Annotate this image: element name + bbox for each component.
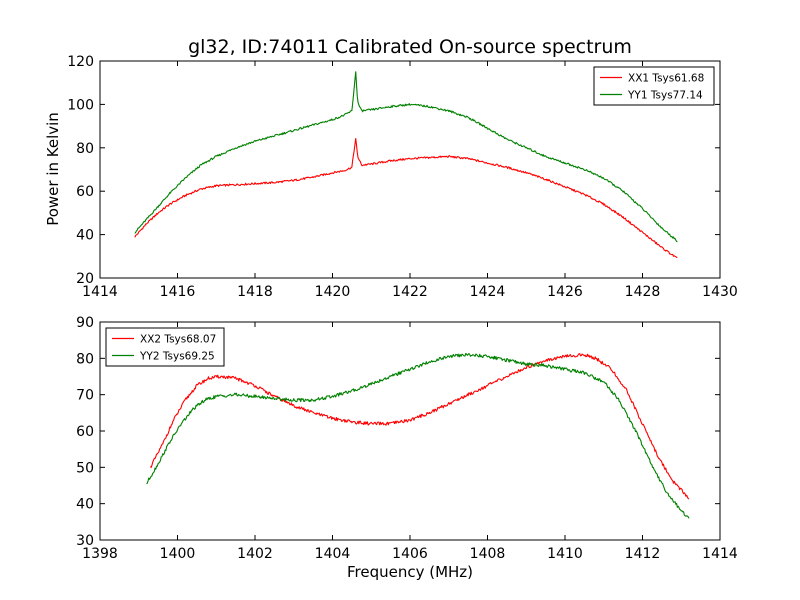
x-tick-label-1-3: 1404	[315, 546, 351, 562]
y-tick-label-0-4: 100	[67, 97, 94, 113]
series-line-0-1	[134, 71, 678, 243]
x-tick-label-0-7: 1428	[625, 284, 661, 300]
y-tick-label-1-0: 30	[76, 533, 94, 549]
legend-1: XX2 Tsys68.07 YY2 Tsys69.25	[105, 327, 225, 367]
x-tick-label-0-3: 1420	[315, 284, 351, 300]
y-tick-label-0-0: 20	[76, 271, 94, 287]
y-tick-label-0-3: 80	[76, 141, 94, 157]
legend-0: XX1 Tsys61.68 YY1 Tsys77.14	[593, 66, 715, 106]
y-tick-label-1-2: 50	[76, 460, 94, 476]
x-tick-label-0-1: 1416	[160, 284, 196, 300]
y-tick-label-0-2: 60	[76, 184, 94, 200]
y-tick-label-0-5: 120	[67, 54, 94, 70]
x-tick-label-1-7: 1412	[625, 546, 661, 562]
y-tick-label-1-5: 80	[76, 351, 94, 367]
bottom-spectrum-panel: 1398 1400 1402 1404 1406 1408 1410 1412 1414 30 40…	[76, 315, 738, 562]
y-tick-label-1-3: 60	[76, 424, 94, 440]
x-tick-label-0-0: 1414	[82, 284, 118, 300]
x-tick-label-1-6: 1410	[547, 546, 583, 562]
x-tick-label-0-8: 1430	[702, 284, 738, 300]
x-tick-label-0-5: 1424	[470, 284, 506, 300]
x-tick-label-1-4: 1406	[392, 546, 428, 562]
y-tick-label-1-6: 90	[76, 315, 94, 331]
legend-label-0-0: XX1 Tsys61.68	[628, 73, 704, 85]
series-line-0-0	[134, 137, 678, 259]
x-tick-label-0-2: 1418	[237, 284, 273, 300]
legend-label-0-1: YY1 Tsys77.14	[627, 90, 703, 102]
x-tick-label-0-6: 1426	[547, 284, 583, 300]
chart-title: gl32, ID:74011 Calibrated On-source spec…	[188, 36, 632, 58]
legend-box-1	[105, 327, 225, 367]
y-tick-label-1-1: 40	[76, 497, 94, 513]
legend-label-1-0: XX2 Tsys68.07	[140, 334, 216, 346]
top-spectrum-panel: 1414 1416 1418 1420 1422 1424 1426 1428 1430 20 40…	[67, 54, 738, 300]
y-axis-label: Power in Kelvin	[44, 112, 62, 226]
y-tick-label-1-4: 70	[76, 388, 94, 404]
series-line-1-1	[146, 352, 690, 519]
x-tick-label-1-8: 1414	[702, 546, 738, 562]
x-tick-label-1-0: 1398	[82, 546, 118, 562]
legend-box-0	[593, 66, 715, 106]
series-line-1-0	[149, 353, 690, 500]
x-tick-label-1-1: 1400	[160, 546, 196, 562]
x-tick-label-1-2: 1402	[237, 546, 273, 562]
x-axis-label: Frequency (MHz)	[347, 563, 473, 581]
y-tick-label-0-1: 40	[76, 228, 94, 244]
x-tick-label-1-5: 1408	[470, 546, 506, 562]
x-tick-label-0-4: 1422	[392, 284, 428, 300]
legend-label-1-1: YY2 Tsys69.25	[139, 351, 215, 363]
